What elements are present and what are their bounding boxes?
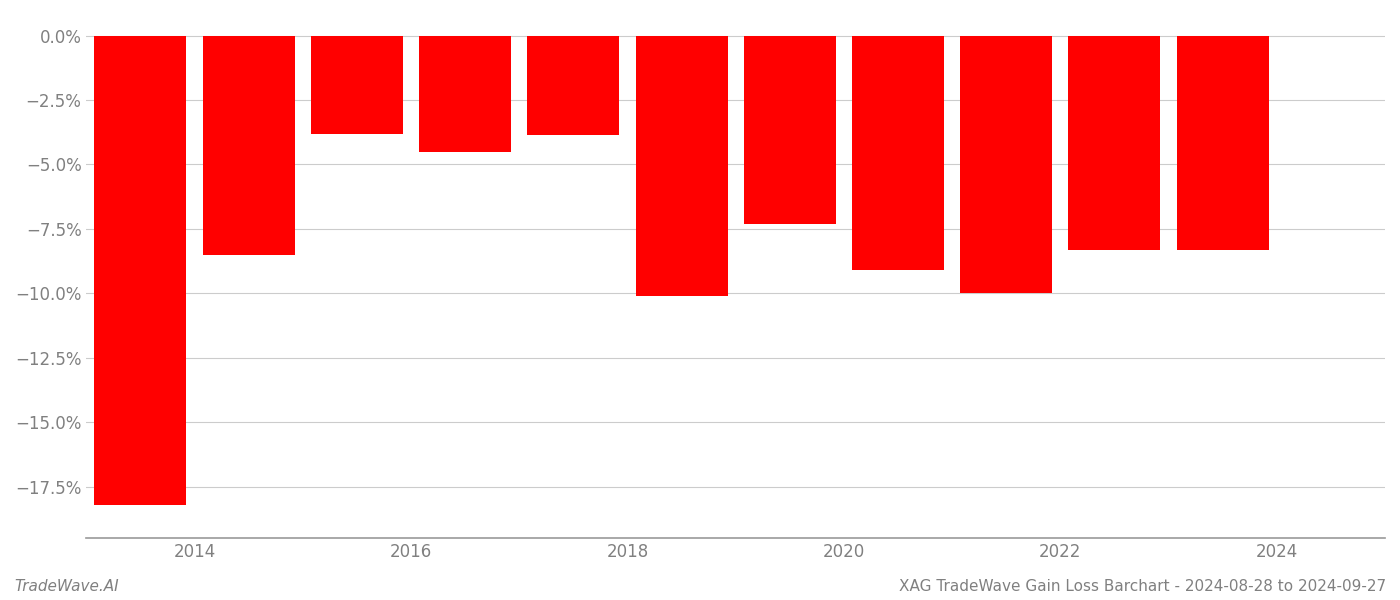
Bar	[311, 35, 403, 134]
Text: XAG TradeWave Gain Loss Barchart - 2024-08-28 to 2024-09-27: XAG TradeWave Gain Loss Barchart - 2024-…	[899, 579, 1386, 594]
Bar	[1068, 35, 1161, 250]
Bar	[960, 35, 1053, 293]
Bar	[636, 35, 728, 296]
Bar	[528, 35, 619, 135]
Text: TradeWave.AI: TradeWave.AI	[14, 579, 119, 594]
Bar	[743, 35, 836, 224]
Bar	[94, 35, 186, 505]
Bar	[1176, 35, 1268, 250]
Bar	[419, 35, 511, 152]
Bar	[853, 35, 944, 270]
Bar	[203, 35, 294, 254]
